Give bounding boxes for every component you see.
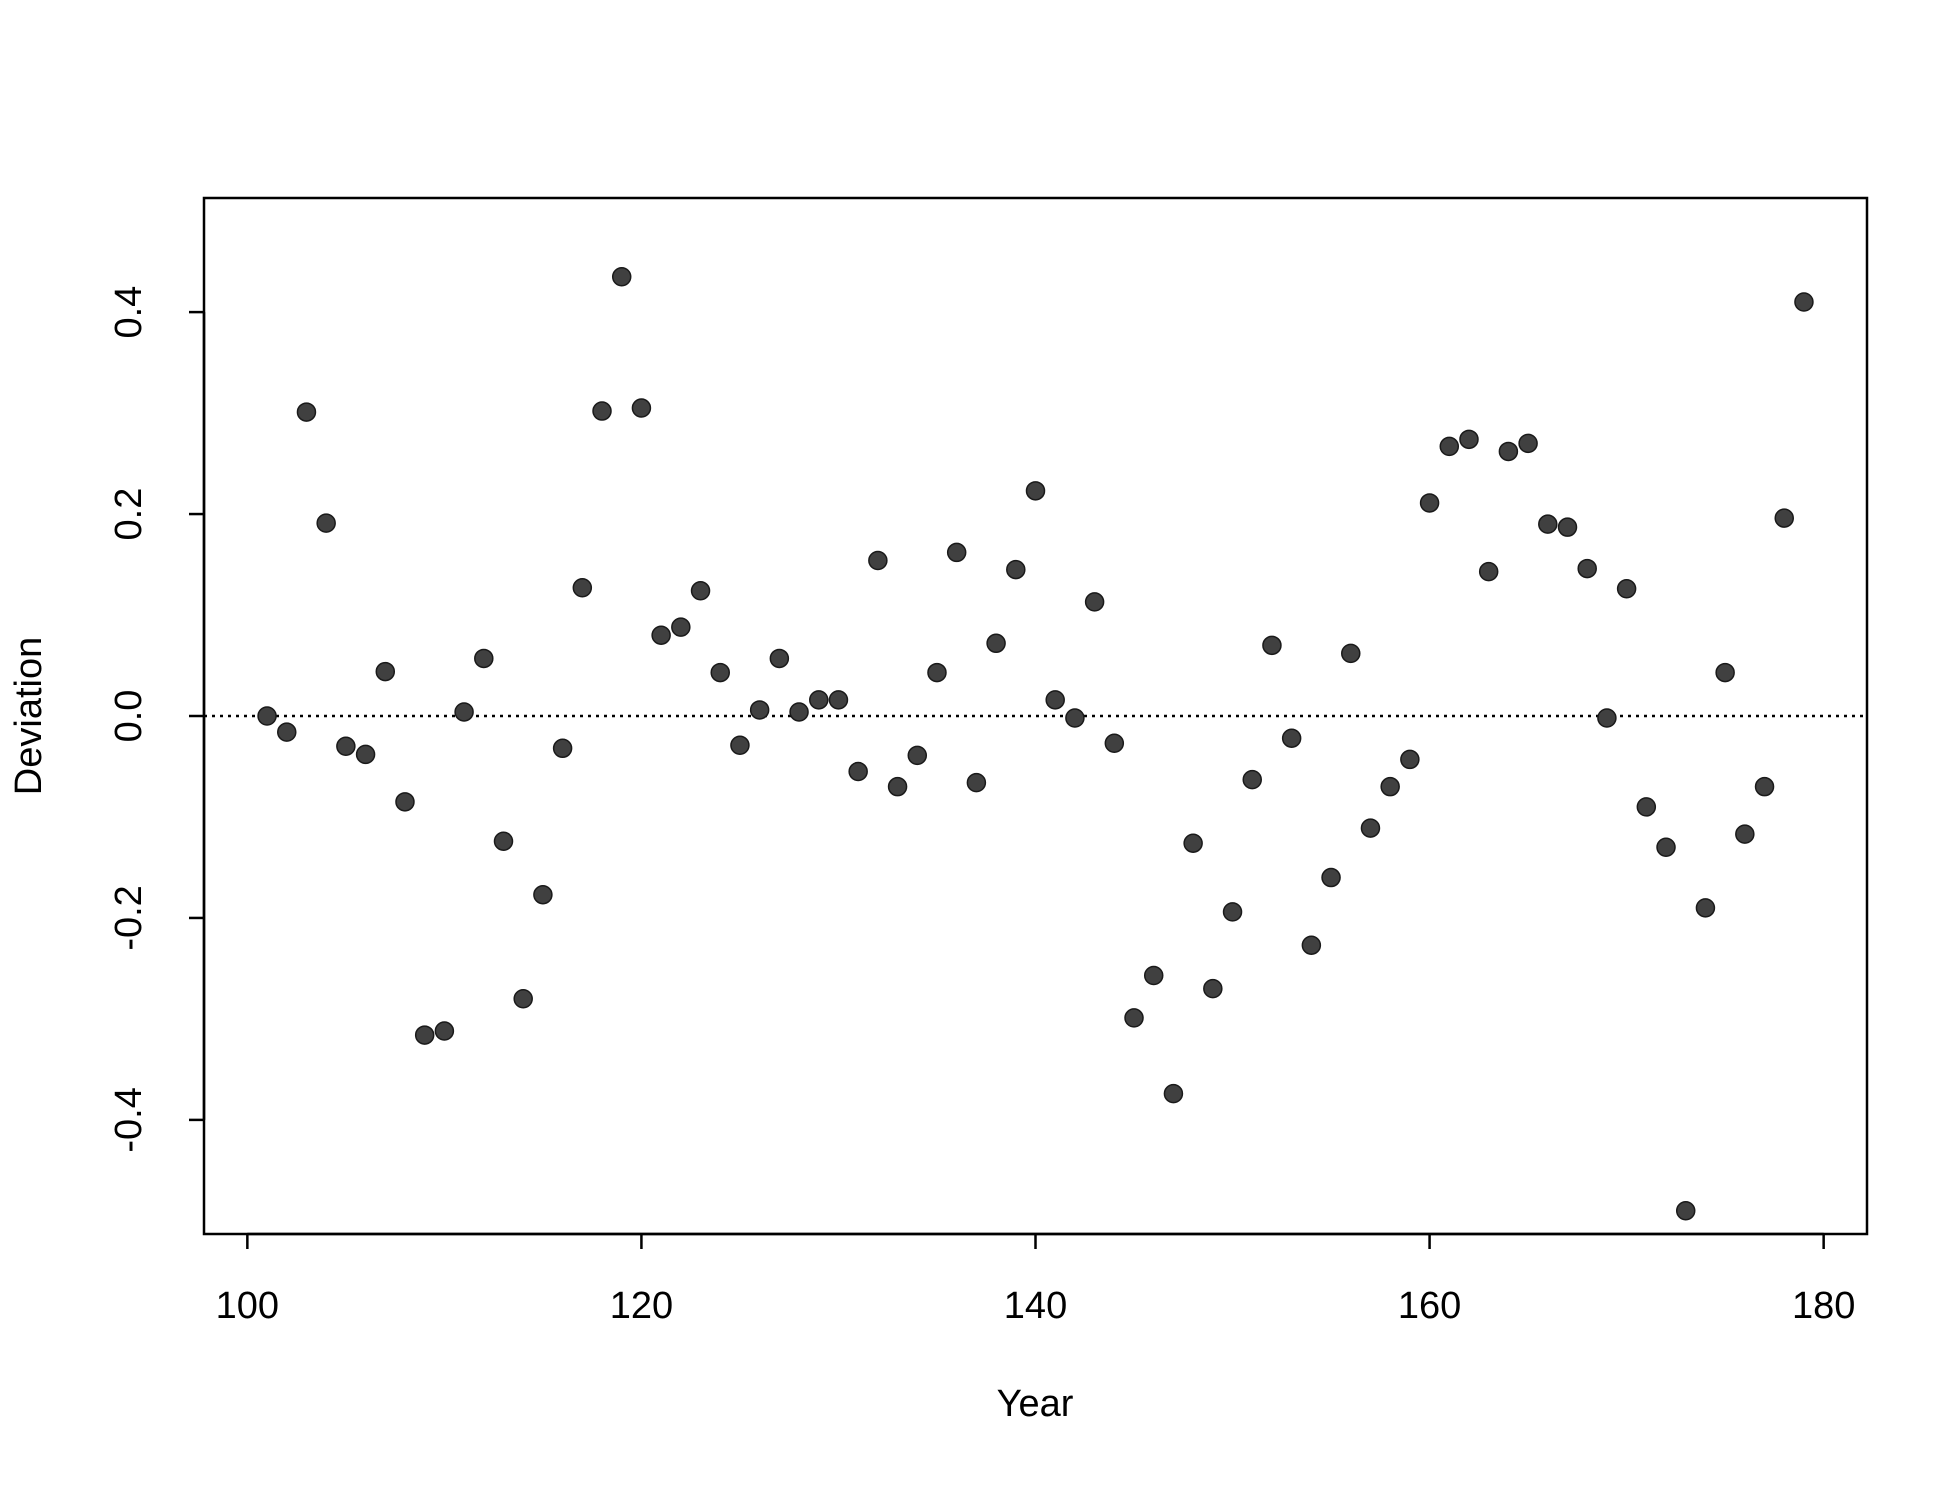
point [1636,797,1657,817]
point [533,884,553,905]
point [1518,433,1538,454]
point [1439,436,1460,457]
point [395,792,415,812]
point [1380,776,1400,797]
point [493,831,514,851]
point [1597,708,1617,728]
point [809,690,829,710]
point [1262,635,1282,656]
point [474,648,494,669]
point [316,513,336,533]
point [828,690,849,710]
point [1360,818,1381,838]
y-tick-label: -0.4 [108,1087,150,1152]
point [1557,517,1578,537]
point [966,772,987,793]
point [789,702,809,722]
x-tick-label: 100 [216,1285,279,1327]
point [414,1025,435,1045]
point [927,662,947,683]
point [1498,441,1519,462]
point [868,550,888,571]
point [257,706,277,726]
point [1577,558,1597,579]
point [1656,837,1676,858]
point [1124,1008,1144,1028]
point [1675,1201,1696,1221]
point [848,761,868,782]
point [454,702,474,722]
point [1222,902,1243,922]
point [1794,292,1814,312]
x-tick-label: 140 [1004,1285,1067,1327]
point [690,581,711,601]
point [1163,1083,1184,1104]
point [434,1021,455,1041]
point [1301,935,1322,955]
point [1538,514,1558,534]
point [769,648,790,669]
point [1754,776,1775,797]
point [1419,493,1440,513]
point [1774,508,1794,528]
point [1459,429,1479,450]
point [749,700,770,720]
point [907,745,928,766]
point [1104,733,1125,754]
y-tick-label: 0.2 [108,488,150,541]
x-axis-label: Year [997,1383,1074,1425]
point [355,744,376,765]
point [1006,559,1026,580]
point [552,738,573,759]
point [1281,728,1302,748]
point [277,722,297,742]
x-tick-label: 120 [610,1285,673,1327]
point [1321,867,1341,888]
point [375,661,396,682]
x-tick-label: 160 [1398,1285,1461,1327]
point [572,578,593,598]
y-tick-label: 0.0 [108,690,150,743]
y-axis-label: Deviation [8,637,50,795]
point [710,662,730,683]
point [671,617,691,637]
point [730,735,750,756]
point [592,401,612,421]
point [1203,978,1223,999]
point [1341,643,1361,664]
point [986,633,1006,654]
y-tick-label: -0.2 [108,885,150,950]
point [651,625,671,645]
point [1695,898,1716,918]
point [611,267,632,287]
point [336,736,356,757]
point [631,398,652,418]
point [1143,965,1164,986]
point [1045,690,1065,710]
point [946,542,967,563]
point [1478,561,1499,582]
point [887,776,908,797]
point [1616,579,1637,599]
point [1025,481,1046,501]
point [1715,662,1735,683]
point [1735,824,1755,844]
y-tick-label: 0.4 [108,286,150,339]
point [1084,592,1105,612]
point [1242,769,1262,790]
point [296,402,317,422]
point [1183,833,1203,853]
point [1400,749,1420,770]
point [1065,708,1085,728]
point [513,988,533,1009]
x-tick-label: 180 [1792,1285,1855,1327]
